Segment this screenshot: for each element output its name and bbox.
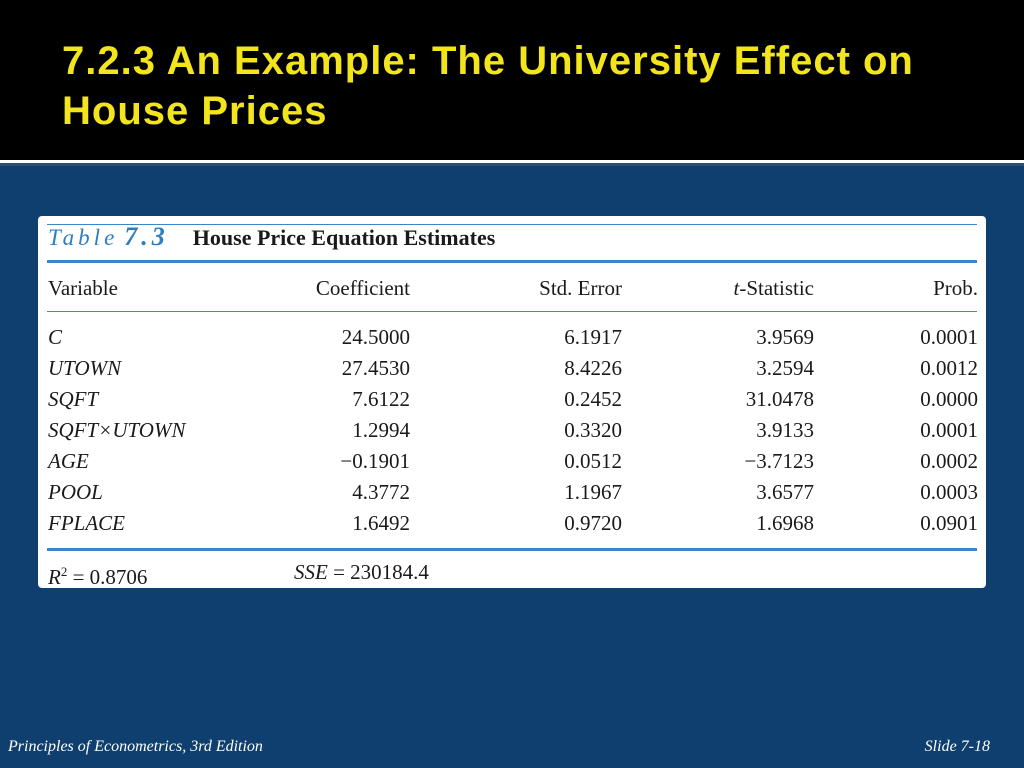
header-std-error: Std. Error — [539, 276, 622, 300]
slide-title: 7.2.3 An Example: The University Effect … — [62, 39, 914, 133]
row-std-error: 1.1967 — [564, 480, 622, 504]
row-t-statistic: 31.0478 — [745, 387, 814, 411]
table-label: Table — [48, 225, 119, 250]
title-bar: 7.2.3 An Example: The University Effect … — [0, 0, 1024, 160]
row-variable: C — [48, 325, 63, 349]
table-header-rule — [47, 260, 977, 263]
row-prob: 0.0001 — [920, 418, 978, 442]
header-variable: Variable — [48, 276, 118, 300]
row-variable: SQFT×UTOWN — [48, 418, 186, 442]
row-variable: UTOWN — [48, 356, 122, 380]
row-prob: 0.0001 — [920, 325, 978, 349]
r-squared: R2 = 0.8706 — [48, 560, 147, 589]
row-std-error: 0.9720 — [564, 511, 622, 535]
header-prob: Prob. — [933, 276, 978, 300]
table-summary-rule — [47, 548, 977, 551]
row-coefficient: 1.6492 — [352, 511, 410, 535]
row-t-statistic: 3.9569 — [756, 325, 814, 349]
row-std-error: 6.1917 — [564, 325, 622, 349]
sse-value: = 230184.4 — [327, 560, 429, 584]
row-variable: AGE — [48, 449, 89, 473]
table-top-rule — [47, 224, 977, 225]
row-t-statistic: 3.6577 — [756, 480, 814, 504]
row-coefficient: 24.5000 — [341, 325, 410, 349]
row-variable: FPLACE — [48, 511, 125, 535]
row-variable: POOL — [48, 480, 103, 504]
row-coefficient: 4.3772 — [352, 480, 410, 504]
sse: SSE = 230184.4 — [294, 560, 429, 584]
header-t-prefix: t — [733, 276, 740, 300]
row-t-statistic: 1.6968 — [756, 511, 814, 535]
row-std-error: 0.2452 — [564, 387, 622, 411]
row-t-statistic: 3.9133 — [756, 418, 814, 442]
row-coefficient: −0.1901 — [340, 449, 410, 473]
table-panel: Table 7.3 House Price Equation Estimates… — [38, 216, 986, 589]
row-coefficient: 27.4530 — [341, 356, 410, 380]
row-variable: SQFT — [48, 387, 99, 411]
row-t-statistic: −3.7123 — [744, 449, 814, 473]
header-t-text: -Statistic — [739, 276, 814, 300]
table-caption: Table 7.3 House Price Equation Estimates — [48, 222, 495, 252]
footer-slide-number: Slide 7-18 — [924, 738, 990, 755]
row-std-error: 0.3320 — [564, 418, 622, 442]
title-divider-shadow — [0, 163, 1024, 166]
table-body-rule — [47, 311, 977, 312]
row-t-statistic: 3.2594 — [756, 356, 814, 380]
r-squared-exponent: 2 — [60, 564, 68, 579]
row-prob: 0.0901 — [920, 511, 978, 535]
footer-book-title: Principles of Econometrics, 3rd Edition — [8, 738, 263, 755]
row-coefficient: 1.2994 — [352, 418, 410, 442]
row-std-error: 0.0512 — [564, 449, 622, 473]
r-squared-value: = 0.8706 — [67, 565, 148, 589]
table-number: 7.3 — [124, 222, 169, 251]
row-prob: 0.0012 — [920, 356, 978, 380]
r-squared-label: R — [48, 565, 61, 589]
sse-label: SSE — [294, 560, 328, 584]
table-name: House Price Equation Estimates — [192, 225, 496, 250]
row-prob: 0.0000 — [920, 387, 978, 411]
title-divider — [0, 160, 1024, 163]
header-t-statistic: t-Statistic — [678, 276, 814, 300]
row-prob: 0.0003 — [920, 480, 978, 504]
row-prob: 0.0002 — [920, 449, 978, 473]
row-std-error: 8.4226 — [564, 356, 622, 380]
row-coefficient: 7.6122 — [352, 387, 410, 411]
header-coefficient: Coefficient — [315, 276, 410, 300]
